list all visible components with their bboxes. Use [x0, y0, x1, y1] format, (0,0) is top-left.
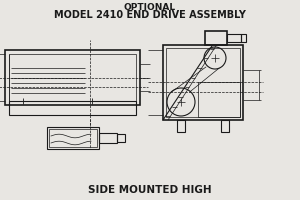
- Bar: [9, 54, 136, 101]
- Bar: [227, 34, 241, 42]
- Bar: [205, 31, 227, 45]
- Bar: [5, 50, 140, 105]
- Bar: [99, 133, 117, 143]
- Text: SIDE MOUNTED HIGH: SIDE MOUNTED HIGH: [88, 185, 212, 195]
- Text: MODEL 2410 END DRIVE ASSEMBLY: MODEL 2410 END DRIVE ASSEMBLY: [54, 10, 246, 20]
- Bar: [198, 82, 240, 117]
- Bar: [117, 134, 125, 142]
- Bar: [9, 101, 136, 115]
- Bar: [163, 45, 243, 120]
- Bar: [166, 48, 240, 117]
- Bar: [241, 34, 246, 42]
- Bar: [47, 127, 99, 149]
- Bar: [221, 120, 229, 132]
- Bar: [177, 120, 185, 132]
- Text: OPTIONAL: OPTIONAL: [124, 2, 176, 11]
- Bar: [49, 129, 97, 147]
